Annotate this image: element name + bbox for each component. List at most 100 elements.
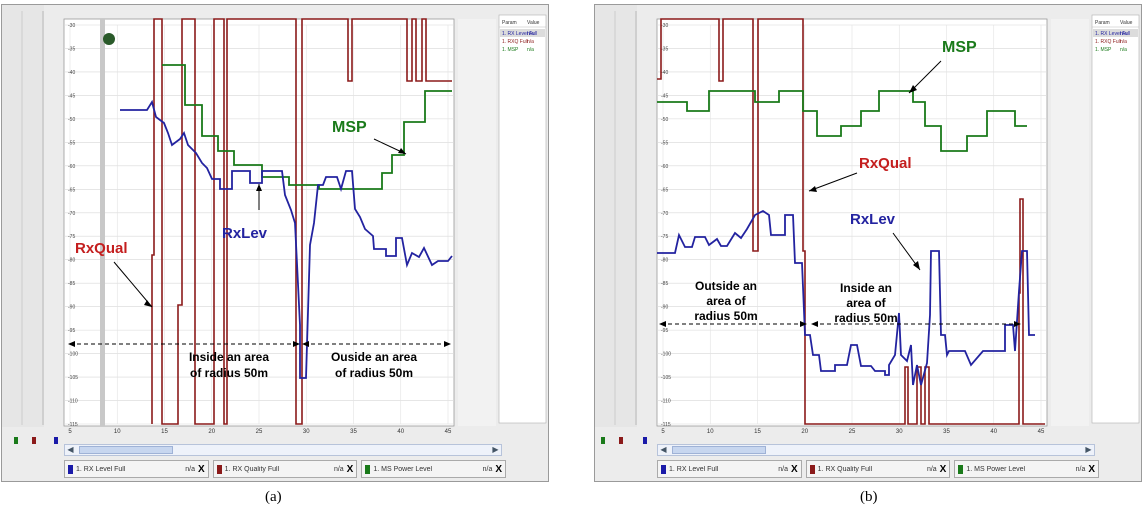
y-tick-label: -70	[68, 211, 75, 217]
scroll-right-icon[interactable]: ▶	[492, 445, 499, 454]
y-tick-label: -100	[661, 352, 671, 358]
series-color-swatch	[365, 464, 371, 474]
y-tick-label: -55	[68, 140, 75, 146]
rxqual-label: RxQual	[859, 155, 912, 172]
close-icon[interactable]: X	[198, 463, 205, 475]
param-name: 1. RXQ Full	[502, 39, 528, 45]
close-icon[interactable]: X	[495, 463, 503, 475]
region-outside-label: radius 50m	[694, 309, 757, 323]
x-tick-label: 25	[256, 429, 263, 435]
rxlev-series	[120, 99, 453, 379]
value-header: Value	[527, 20, 540, 26]
tab-ms-power-level[interactable]: 1. MS Power Level n/a X	[361, 460, 507, 478]
series-color-swatch	[958, 464, 964, 474]
y-tick-label: -110	[661, 399, 671, 405]
y-tick-label: -100	[68, 352, 78, 358]
y-tick-label: -75	[68, 234, 75, 240]
x-tick-label: 40	[397, 429, 404, 435]
y-tick-label: -85	[661, 281, 668, 287]
scroll-left-icon[interactable]: ◀	[660, 445, 667, 454]
series-tab-bar: 1. RX Level Full n/a X 1. RX Quality Ful…	[64, 460, 507, 478]
y-tick-label: -30	[68, 23, 75, 29]
region-inside-label: radius 50m	[834, 311, 897, 325]
x-tick-label: 35	[943, 429, 950, 435]
x-tick-label: 20	[208, 429, 215, 435]
y-tick-label: -65	[661, 187, 668, 193]
scroll-left-icon[interactable]: ◀	[67, 445, 74, 454]
measurement-graph-b: -30-30-35-35-40-40-45-45-50-50-55-55-60-…	[595, 5, 1140, 444]
close-icon[interactable]: X	[346, 463, 354, 475]
measurement-graph-a: -30-30-35-35-40-40-45-45-50-50-55-55-60-…	[2, 5, 547, 444]
tab-label: 1. RX Level Full	[669, 465, 719, 473]
y-tick-label: -95	[661, 328, 668, 334]
y-tick-label: -30	[661, 23, 668, 29]
x-tick-label: 15	[754, 429, 761, 435]
y-tick-label: -65	[68, 187, 75, 193]
y-tick-label: -35	[68, 46, 75, 52]
param-header: Param	[1095, 20, 1110, 26]
tab-rx-quality-full[interactable]: 1. RX Quality Full n/a X	[212, 460, 358, 478]
msp-series	[657, 90, 1027, 152]
x-tick-label: 5	[68, 429, 72, 435]
horizontal-scrollbar[interactable]: ◀ ▶	[657, 444, 1095, 456]
y-tick-label: -105	[68, 375, 78, 381]
series-color-swatch	[68, 464, 73, 474]
tab-rx-quality-full[interactable]: 1. RX Quality Full n/a X	[805, 460, 951, 478]
value-header: Value	[1120, 20, 1133, 26]
param-name: 1. RXQ Full	[1095, 39, 1121, 45]
rxqual-series	[657, 18, 1045, 425]
x-tick-label: 45	[445, 429, 452, 435]
y-tick-label: -40	[661, 70, 668, 76]
drive-test-window-a: -30-30-35-35-40-40-45-45-50-50-55-55-60-…	[1, 4, 549, 482]
drive-test-window-b: -30-30-35-35-40-40-45-45-50-50-55-55-60-…	[594, 4, 1142, 482]
scroll-right-icon[interactable]: ▶	[1085, 445, 1092, 454]
param-value: n/a	[1120, 39, 1127, 45]
figure-caption-a: (a)	[265, 489, 282, 505]
region-outside-label: Ouside an area	[331, 350, 417, 364]
rxlev-series	[657, 209, 1035, 386]
param-value: n/a	[1120, 31, 1127, 37]
y-tick-label: -55	[661, 140, 668, 146]
y-tick-label: -70	[661, 211, 668, 217]
tab-rx-level-full[interactable]: 1. RX Level Full n/a X	[657, 460, 802, 478]
series-color-swatch	[216, 464, 222, 474]
tab-label: 1. RX Quality Full	[817, 465, 873, 473]
x-tick-label: 15	[161, 429, 168, 435]
region-inside-label: Inside an	[840, 281, 892, 295]
tab-label: 1. MS Power Level	[966, 465, 1026, 473]
close-icon[interactable]: X	[939, 463, 947, 475]
rxlev-label: RxLev	[850, 211, 896, 228]
tab-label: 1. RX Quality Full	[224, 465, 280, 473]
figure-caption-b: (b)	[860, 489, 878, 505]
param-header: Param	[502, 20, 517, 26]
x-tick-label: 20	[801, 429, 808, 435]
y-tick-label: -45	[661, 93, 668, 99]
legend-swatches-a	[14, 437, 58, 444]
y-tick-label: -80	[661, 258, 668, 264]
y-tick-label: -35	[661, 46, 668, 52]
x-tick-label: 30	[896, 429, 903, 435]
y-tick-label: -95	[68, 328, 75, 334]
y-tick-label: -75	[661, 234, 668, 240]
param-name: 1. MSP	[1095, 47, 1112, 53]
scrollbar-thumb[interactable]	[79, 446, 173, 454]
y-tick-label: -90	[661, 305, 668, 311]
time-cursor[interactable]	[100, 19, 105, 426]
x-tick-label: 10	[707, 429, 714, 435]
y-tick-label: -115	[661, 422, 671, 428]
scrollbar-thumb[interactable]	[672, 446, 766, 454]
close-icon[interactable]: X	[791, 463, 798, 475]
tab-rx-level-full[interactable]: 1. RX Level Full n/a X	[64, 460, 209, 478]
tab-ms-power-level[interactable]: 1. MS Power Level n/a X	[954, 460, 1100, 478]
x-tick-label: 5	[661, 429, 665, 435]
horizontal-scrollbar[interactable]: ◀ ▶	[64, 444, 502, 456]
x-tick-label: 45	[1038, 429, 1045, 435]
tab-value: n/a	[1075, 465, 1086, 473]
map-pin-icon	[103, 33, 115, 45]
tab-value: n/a	[926, 465, 937, 473]
tab-label: 1. MS Power Level	[373, 465, 433, 473]
param-name: 1. RX Level Full	[502, 31, 537, 37]
x-tick-label: 25	[849, 429, 856, 435]
y-tick-label: -90	[68, 305, 75, 311]
close-icon[interactable]: X	[1088, 463, 1096, 475]
